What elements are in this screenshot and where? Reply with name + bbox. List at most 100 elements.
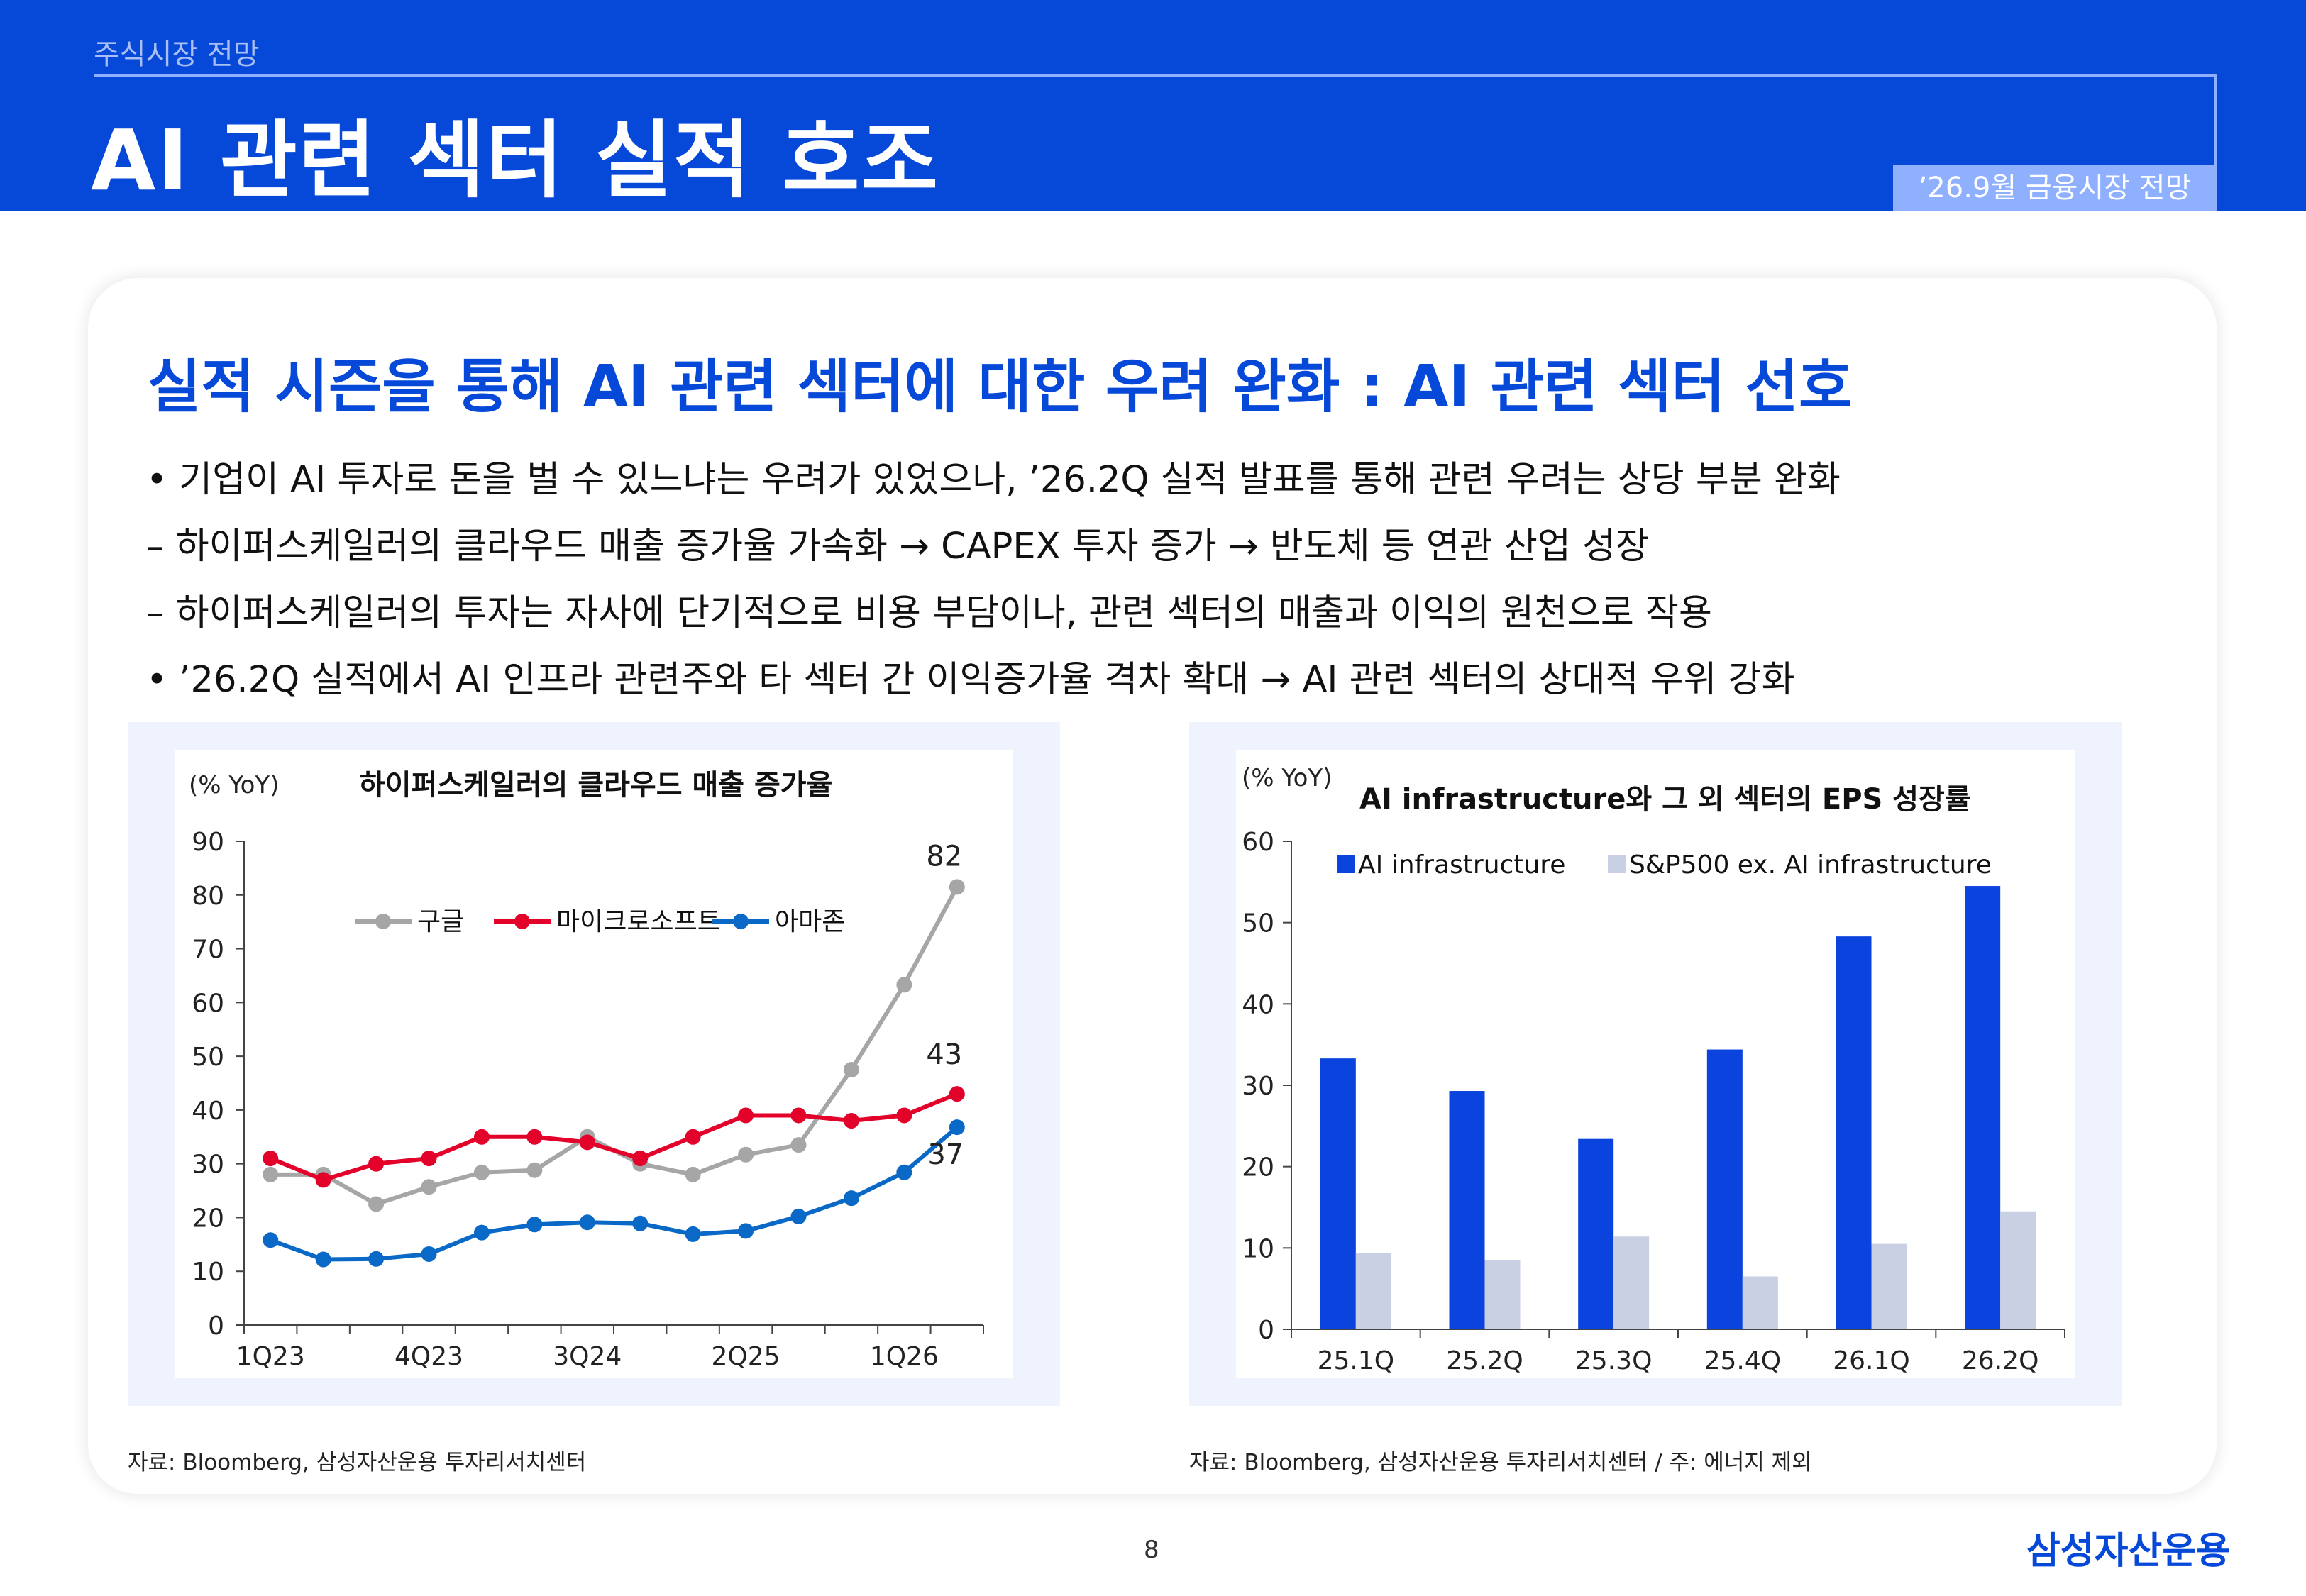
- legend-label: S&P500 ex. AI infrastructure: [1629, 850, 1992, 880]
- line-point: [843, 1062, 859, 1078]
- line-point: [473, 1129, 490, 1145]
- line-point: [368, 1196, 385, 1212]
- line-chart-y-tick-label: 40: [192, 1097, 224, 1126]
- bar-chart-y-unit: (% YoY): [1242, 764, 1332, 792]
- line-point: [421, 1151, 437, 1167]
- line-chart-y-tick-label: 0: [208, 1312, 224, 1341]
- line-point: [315, 1251, 331, 1268]
- bar-sp500-ex-ai: [1871, 1243, 1907, 1329]
- line-chart-area: (% YoY) 하이퍼스케일러의 클라우드 매출 증가율 0 10 20 30 40 50…: [175, 750, 1013, 1378]
- bar-chart-y-tick-label: 50: [1242, 909, 1274, 938]
- bar-chart-axes: 0 10 20 30 40 50 60 25.1Q 25.2Q 25.3Q 25.4Q 26.1Q 26…: [1242, 828, 2065, 1375]
- bullet-4: • ’26.2Q 실적에서 AI 인프라 관련주와 타 섹터 간 이익증가율 격…: [146, 659, 1795, 701]
- legend-swatch: [1608, 855, 1626, 873]
- bullet-2: – 하이퍼스케일러의 클라우드 매출 증가율 가속화 → CAPEX 투자 증가…: [146, 526, 1649, 567]
- line-point: [526, 1129, 543, 1145]
- line-chart-legend: 구글 마이크로소프트 아마존: [355, 907, 845, 936]
- header-divider: [94, 74, 2217, 77]
- line-point: [473, 1164, 490, 1180]
- line-point: [685, 1226, 701, 1242]
- bar-sp500-ex-ai: [1355, 1253, 1391, 1329]
- legend-marker: [514, 914, 530, 929]
- line-point: [315, 1172, 331, 1188]
- line-point: [263, 1232, 279, 1248]
- page-header: 주식시장 전망 AI 관련 섹터 실적 호조 ’26.9월 금융시장 전망: [0, 0, 2306, 211]
- line-point: [632, 1151, 649, 1167]
- bar-chart-area: (% YoY) AI infrastructure와 그 외 섹터의 EPS 성…: [1236, 750, 2075, 1378]
- page-title: AI 관련 섹터 실적 호조: [91, 111, 940, 209]
- line-point: [632, 1215, 649, 1231]
- legend-swatch: [1337, 855, 1355, 873]
- bar-sp500-ex-ai: [1484, 1260, 1521, 1329]
- line-chart-y-tick-label: 60: [192, 989, 224, 1018]
- line-point: [896, 1164, 912, 1180]
- line-chart-series: [263, 879, 965, 1268]
- line-point: [579, 1134, 595, 1151]
- bar-chart-x-tick-label: 25.3Q: [1575, 1346, 1653, 1375]
- line-point: [368, 1251, 385, 1267]
- line-point: [263, 1166, 279, 1182]
- line-point: [949, 879, 965, 895]
- line-point: [685, 1166, 701, 1182]
- bar-chart-y-tick-label: 30: [1242, 1072, 1274, 1101]
- line-chart-y-tick-label: 80: [192, 882, 224, 911]
- data-label: 43: [926, 1038, 962, 1071]
- line-chart-x-tick-label: 4Q23: [395, 1342, 463, 1371]
- legend-marker: [733, 914, 749, 929]
- line-point: [421, 1246, 437, 1262]
- bar-chart-y-tick-label: 40: [1242, 990, 1274, 1019]
- line-point: [579, 1214, 595, 1231]
- bar-chart-y-tick-label: 10: [1242, 1234, 1274, 1263]
- line-point: [790, 1137, 807, 1153]
- line-chart-y-unit: (% YoY): [189, 771, 279, 799]
- page-number: 8: [1144, 1536, 1159, 1564]
- line-chart-axes: 0 10 20 30 40 50 60 70 80 90 1Q23 4Q23 3Q24 2Q25 1Q26: [192, 828, 984, 1371]
- line-point: [738, 1223, 754, 1239]
- line-point: [738, 1107, 754, 1124]
- line-chart-data-labels: 82 43 37: [926, 840, 964, 1171]
- bar-chart-title: AI infrastructure와 그 외 섹터의 EPS 성장률: [1359, 783, 1971, 816]
- bar-ai-infrastructure: [1320, 1058, 1356, 1329]
- line-series-3: [270, 1125, 959, 1262]
- line-point: [843, 1113, 859, 1129]
- bar-chart-x-tick-label: 25.2Q: [1446, 1346, 1523, 1375]
- bullet-3: – 하이퍼스케일러의 투자는 자사에 단기적으로 비용 부담이나, 관련 섹터의…: [146, 592, 1712, 634]
- line-point: [526, 1217, 543, 1233]
- bar-ai-infrastructure: [1965, 886, 2001, 1329]
- line-chart-x-tick-label: 2Q25: [712, 1342, 780, 1371]
- line-point: [896, 1107, 912, 1124]
- bar-chart-x-tick-label: 26.1Q: [1833, 1346, 1910, 1375]
- line-chart-y-tick-label: 10: [192, 1258, 224, 1287]
- bar-chart-x-tick-label: 26.2Q: [1962, 1346, 2039, 1375]
- bar-chart-bars: [1320, 886, 2036, 1329]
- line-point: [526, 1162, 543, 1178]
- bar-chart-x-tick-label: 25.4Q: [1704, 1346, 1782, 1375]
- data-label: 82: [926, 840, 962, 872]
- section-label: 주식시장 전망: [94, 38, 260, 71]
- bar-ai-infrastructure: [1449, 1091, 1485, 1329]
- line-chart-y-tick-label: 30: [192, 1151, 224, 1180]
- line-point: [421, 1179, 437, 1195]
- line-chart-y-tick-label: 50: [192, 1043, 224, 1072]
- legend-marker: [375, 914, 391, 929]
- bar-sp500-ex-ai: [1742, 1276, 1778, 1329]
- header-divider-vertical: [2214, 74, 2217, 166]
- bar-ai-infrastructure: [1578, 1138, 1614, 1329]
- line-chart-y-tick-label: 90: [192, 828, 224, 857]
- line-series-2: [270, 1092, 958, 1182]
- bar-chart-y-tick-label: 0: [1258, 1316, 1274, 1345]
- bar-ai-infrastructure: [1836, 936, 1872, 1329]
- bar-chart-y-tick-label: 20: [1242, 1153, 1274, 1182]
- line-chart-x-tick-label: 1Q23: [236, 1342, 305, 1371]
- line-point: [368, 1156, 385, 1172]
- line-point: [949, 1119, 965, 1136]
- line-chart: (% YoY) 하이퍼스케일러의 클라우드 매출 증가율 0 10 20 30 40 50…: [189, 769, 984, 1371]
- source-right: 자료: Bloomberg, 삼성자산운용 투자리서치센터 / 주: 에너지 제…: [1189, 1450, 1812, 1475]
- bar-chart-x-tick-label: 25.1Q: [1318, 1346, 1395, 1375]
- line-point: [685, 1129, 701, 1145]
- line-chart-x-tick-label: 3Q24: [553, 1342, 622, 1371]
- bullet-1: • 기업이 AI 투자로 돈을 벌 수 있느냐는 우려가 있었으나, ’26.2…: [146, 459, 1841, 501]
- bar-chart-y-tick-label: 60: [1242, 828, 1274, 857]
- line-point: [790, 1208, 807, 1224]
- bar-chart-legend: AI infrastructure S&P500 ex. AI infrastru…: [1337, 850, 1992, 880]
